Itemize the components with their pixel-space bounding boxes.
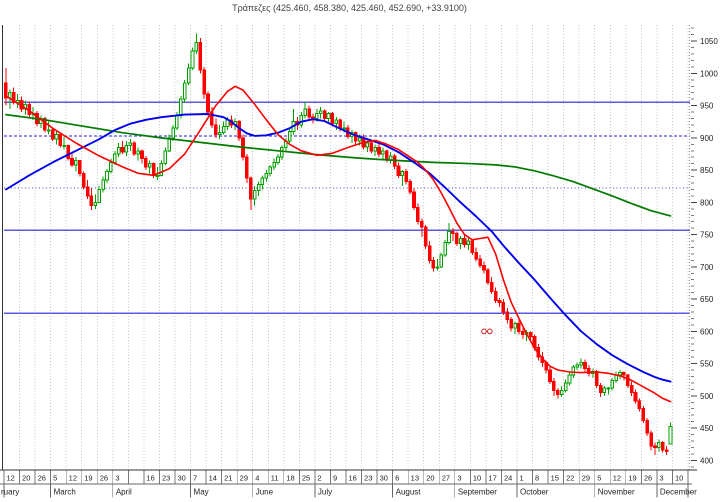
- event-marker: [481, 328, 493, 335]
- week-tick-label: 10: [473, 474, 481, 483]
- week-tick-label: 3: [115, 474, 119, 483]
- y-axis-label: 1000: [700, 69, 718, 78]
- week-tick-label: 16: [349, 474, 357, 483]
- month-label: July: [318, 488, 332, 497]
- y-axis-label: 650: [700, 295, 714, 304]
- y-axis-label: 600: [700, 327, 714, 336]
- week-tick-label: 5: [597, 474, 601, 483]
- week-tick-label: 8: [535, 474, 539, 483]
- candlestick-series: [4, 33, 673, 456]
- week-tick-label: 20: [426, 474, 434, 483]
- week-tick-label: 22: [566, 474, 574, 483]
- week-tick-label: 26: [644, 474, 652, 483]
- week-tick-label: 13: [411, 474, 419, 483]
- week-tick-label: 9: [333, 474, 337, 483]
- ma-long-line: [5, 113, 672, 217]
- week-gridlines: [19, 25, 689, 470]
- week-tick-label: 17: [488, 474, 496, 483]
- month-label: ruary: [1, 488, 19, 497]
- week-tick-label: 21: [224, 474, 232, 483]
- week-tick-label: 29: [582, 474, 590, 483]
- week-tick-label: 25: [302, 474, 310, 483]
- week-tick-label: 14: [209, 474, 217, 483]
- x-axis-week-labels: 12 20 26 5 12 19 26 3 16 23 30 7 14 21 29 4 11 18 25 2 9 16 23…: [3, 470, 689, 484]
- week-tick-label: 12: [613, 474, 621, 483]
- y-axis-label: 800: [700, 198, 714, 207]
- y-axis-label: 700: [700, 263, 714, 272]
- week-tick-label: 20: [22, 474, 30, 483]
- week-tick-label: 12: [7, 474, 15, 483]
- week-tick-label: 23: [162, 474, 170, 483]
- month-label: June: [256, 488, 274, 497]
- y-axis: 400 450 500 550 600 650 700 750 800 850 900 950 1000…: [691, 27, 718, 468]
- week-tick-label: 2: [317, 474, 321, 483]
- week-tick-label: 23: [364, 474, 372, 483]
- x-axis-month-labels: ruary March April May June July August Septembe…: [1, 484, 697, 498]
- month-label: November: [598, 488, 635, 497]
- month-label: August: [396, 488, 422, 497]
- week-tick-label: 19: [628, 474, 636, 483]
- y-axis-label: 400: [700, 456, 714, 465]
- week-tick-label: 4: [255, 474, 259, 483]
- week-tick-label: 29: [240, 474, 248, 483]
- week-tick-label: 30: [380, 474, 388, 483]
- week-tick-label: 6: [395, 474, 399, 483]
- y-axis-label: 550: [700, 360, 714, 369]
- month-label: March: [54, 488, 76, 497]
- week-tick-label: 7: [193, 474, 197, 483]
- week-tick-label: 15: [551, 474, 559, 483]
- month-label: December: [660, 488, 697, 497]
- y-axis-label: 500: [700, 392, 714, 401]
- week-tick-label: 30: [178, 474, 186, 483]
- week-tick-label: 19: [84, 474, 92, 483]
- week-tick-label: 1: [520, 474, 524, 483]
- y-axis-label: 950: [700, 102, 714, 111]
- week-tick-label: 12: [69, 474, 77, 483]
- week-tick-label: 10: [675, 474, 683, 483]
- week-tick-label: 3: [457, 474, 461, 483]
- y-axis-label: 750: [700, 231, 714, 240]
- week-tick-label: 26: [100, 474, 108, 483]
- week-tick-label: 16: [146, 474, 154, 483]
- week-tick-label: 5: [53, 474, 57, 483]
- month-label: October: [520, 488, 549, 497]
- y-axis-label: 450: [700, 424, 714, 433]
- week-tick-label: 18: [286, 474, 294, 483]
- y-axis-label: 900: [700, 134, 714, 143]
- y-axis-label: 850: [700, 166, 714, 175]
- ma-fast-line: [5, 85, 672, 403]
- month-label: September: [458, 488, 497, 497]
- week-tick-label: 3: [659, 474, 663, 483]
- week-tick-label: 24: [504, 474, 512, 483]
- ma-medium-line: [4, 113, 672, 383]
- month-label: May: [194, 488, 209, 497]
- week-tick-label: 27: [442, 474, 450, 483]
- week-tick-label: 26: [38, 474, 46, 483]
- y-axis-label: 1050: [700, 37, 718, 46]
- month-label: April: [116, 488, 132, 497]
- chart-title: Τράπεζες (425.460, 458.380, 425.460, 452…: [232, 3, 467, 13]
- week-tick-label: 11: [271, 474, 279, 483]
- axis-frame: [0, 25, 697, 485]
